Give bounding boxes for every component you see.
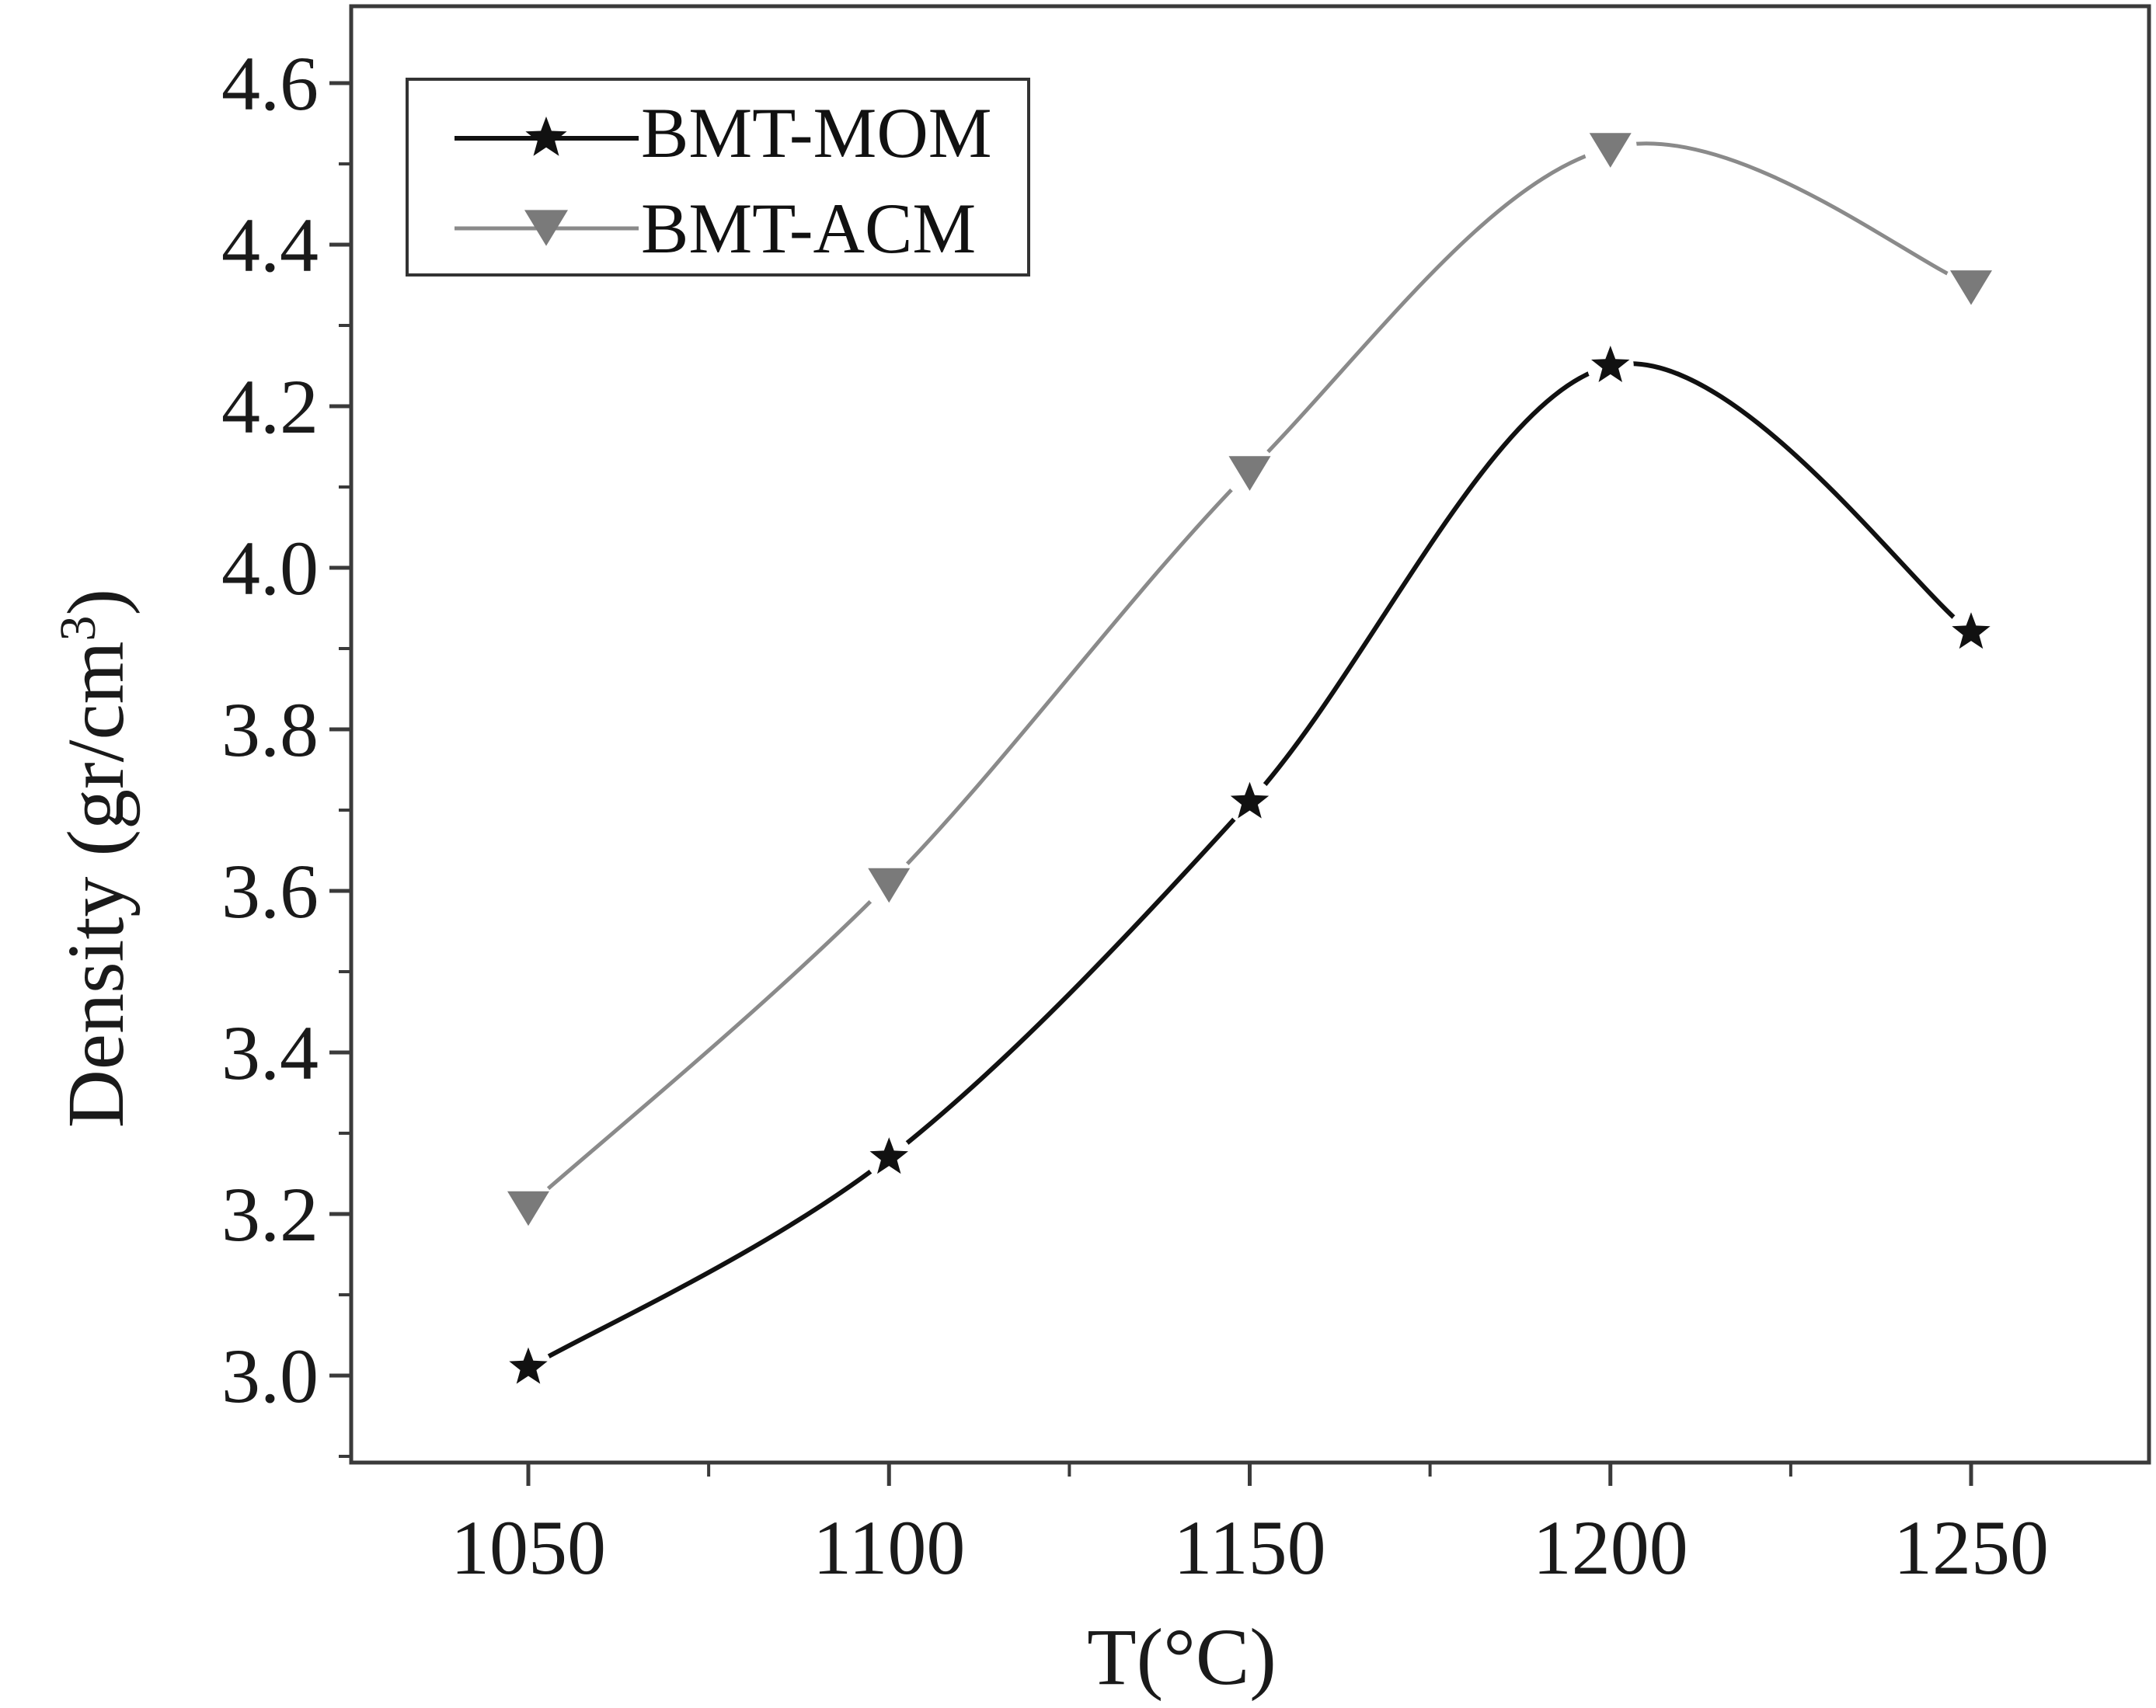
x-tick-label: 1200 [1533,1505,1688,1591]
x-tick-label: 1050 [451,1505,606,1591]
x-minor-ticks [707,1463,1792,1477]
y-tick-label: 4.2 [221,364,319,450]
x-major-ticks [526,1463,1973,1486]
y-tick-label: 4.6 [221,40,319,127]
series-layer [502,121,1998,1391]
legend-star-marker [525,117,567,156]
y-tick-label: 3.2 [221,1171,319,1258]
y-tick-label: 3.6 [221,848,319,934]
y-axis-title-superscript: 3 [50,615,106,641]
legend-box [406,78,1030,277]
x-tick-label: 1250 [1893,1505,2049,1591]
x-tick-label: 1150 [1173,1505,1325,1591]
series-line-bmt-acm [527,141,1972,1208]
legend-label-bmt-mom: BMT-MOM [641,93,992,172]
x-axis-title: T(°C) [1087,1612,1277,1702]
data-point-triangle [868,868,911,903]
data-point-star [1591,346,1630,382]
y-tick-labels: 3.0 3.2 3.4 3.6 3.8 4.0 4.2 4.4 4.6 [221,40,319,1419]
y-tick-label: 3.0 [221,1333,319,1419]
legend-label-bmt-acm: BMT-ACM [641,189,976,268]
y-axis-title-close: ) [51,589,141,616]
y-minor-ticks [339,162,351,1458]
y-tick-label: 3.8 [221,687,319,773]
data-point-triangle [507,1191,549,1226]
y-axis-title-main: Density (gr/cm [51,641,141,1128]
data-point-triangle [1589,133,1632,168]
data-point-star [509,1347,548,1384]
data-point-star [1230,781,1270,819]
x-tick-labels: 1050 1100 1150 1200 1250 [451,1505,2049,1591]
legend: BMT-MOM BMT-ACM [406,78,1030,277]
data-point-triangle [1228,456,1271,491]
data-point-star [1952,612,1991,649]
data-point-triangle [1950,270,1992,305]
y-axis-title: Density (gr/cm3) [50,589,141,1128]
y-tick-label: 4.4 [221,202,319,288]
y-tick-label: 4.0 [221,525,319,611]
legend-triangle-marker [524,210,568,246]
y-tick-label: 3.4 [221,1010,319,1096]
y-major-ticks [329,81,351,1378]
data-point-star [869,1137,908,1174]
series-line-bmt-mom [527,361,1973,1370]
x-tick-label: 1100 [813,1505,965,1591]
